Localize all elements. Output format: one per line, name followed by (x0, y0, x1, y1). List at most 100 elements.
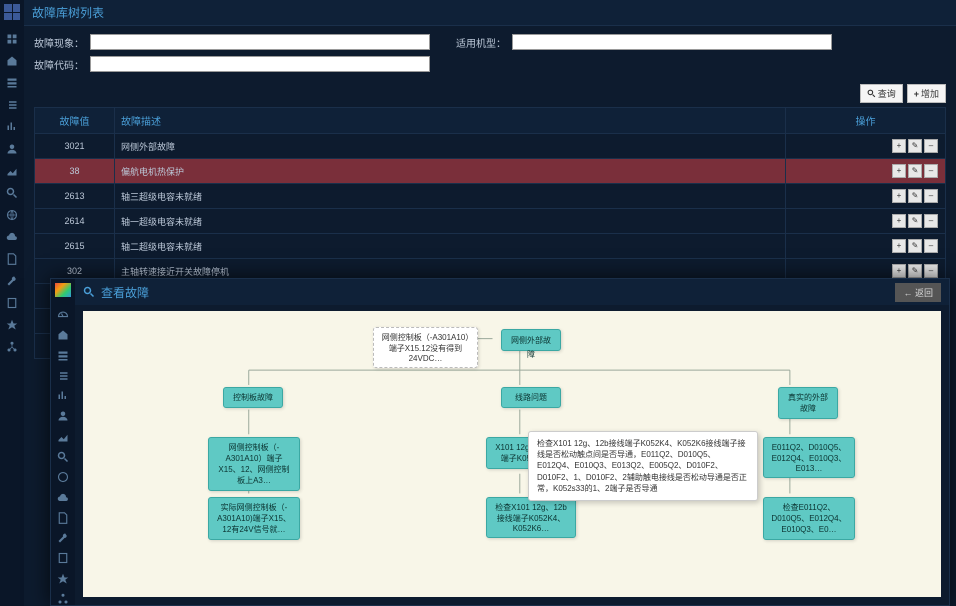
cell-code: 2614 (35, 209, 115, 234)
nav-tool-icon[interactable] (5, 274, 19, 288)
table-row[interactable]: 38偏航电机热保护+✎– (35, 159, 946, 184)
nav-grid-icon[interactable] (5, 76, 19, 90)
ov-nav-tree-icon[interactable] (56, 593, 70, 605)
nav-globe-icon[interactable] (5, 208, 19, 222)
nav-person-icon[interactable] (5, 142, 19, 156)
node-ctrl-c1[interactable]: 网侧控制板（-A301A10）端子X15、12、网侧控制板上A3… (208, 437, 300, 491)
cell-code: 2615 (35, 234, 115, 259)
overlay-sidebar (51, 279, 75, 605)
th-desc: 故障描述 (115, 108, 786, 134)
filter-phenomenon-input[interactable] (90, 34, 430, 50)
nav-file-icon[interactable] (5, 296, 19, 310)
node-ctrl-c2[interactable]: 实际网侧控制板（-A301A10)端子X15、12有24V信号就… (208, 497, 300, 540)
nav-dashboard-icon[interactable] (5, 32, 19, 46)
table-row[interactable]: 2613轴三超级电容未就绪+✎– (35, 184, 946, 209)
cell-ops: +✎– (786, 209, 946, 234)
node-root-note[interactable]: 网侧控制板（-A301A10）端子X15.12没有得到24VDC… (373, 327, 478, 368)
main-sidebar (0, 0, 24, 606)
th-ops: 操作 (786, 108, 946, 134)
back-button[interactable]: ← 返回 (895, 283, 941, 302)
tree-canvas: 网侧控制板（-A301A10）端子X15.12没有得到24VDC… 网侧外部故障… (83, 311, 941, 597)
row-add-button[interactable]: + (892, 239, 906, 253)
ov-nav-list-icon[interactable] (56, 370, 70, 382)
filter-phenomenon-label: 故障现象： (34, 35, 84, 50)
ov-nav-person-icon[interactable] (56, 410, 70, 422)
row-edit-button[interactable]: ✎ (908, 189, 922, 203)
ov-nav-home-icon[interactable] (56, 329, 70, 341)
cell-code: 3021 (35, 134, 115, 159)
row-edit-button[interactable]: ✎ (908, 214, 922, 228)
row-delete-button[interactable]: – (924, 189, 938, 203)
node-ctrl[interactable]: 控制板故障 (223, 387, 283, 408)
row-add-button[interactable]: + (892, 139, 906, 153)
cell-desc: 偏航电机热保护 (115, 159, 786, 184)
ov-nav-search-icon[interactable] (56, 451, 70, 463)
ov-nav-bars-icon[interactable] (56, 390, 70, 402)
nav-bars-icon[interactable] (5, 120, 19, 134)
overlay-title: 查看故障 (101, 284, 149, 301)
cell-ops: +✎– (786, 159, 946, 184)
node-line[interactable]: 线路问题 (501, 387, 561, 408)
node-line-c2[interactable]: 检查X101 12g、12b接线端子K052K4、K052K6… (486, 497, 576, 538)
table-row[interactable]: 2615轴二超级电容未就绪+✎– (35, 234, 946, 259)
page-title: 故障库树列表 (24, 0, 956, 26)
ov-nav-doc-icon[interactable] (56, 512, 70, 524)
row-add-button[interactable]: + (892, 189, 906, 203)
node-ext[interactable]: 真实的外部故障 (778, 387, 838, 419)
overlay-logo-icon (55, 283, 71, 297)
node-tooltip: 检查X101 12g、12b接线端子K052K4、K052K6接线端子接线是否松… (528, 431, 758, 501)
th-code: 故障值 (35, 108, 115, 134)
row-add-button[interactable]: + (892, 214, 906, 228)
nav-cloud-icon[interactable] (5, 230, 19, 244)
node-root[interactable]: 网侧外部故障 (501, 329, 561, 351)
row-add-button[interactable]: + (892, 264, 906, 278)
nav-home-icon[interactable] (5, 54, 19, 68)
add-button[interactable]: +增加 (907, 84, 946, 103)
cell-desc: 轴三超级电容未就绪 (115, 184, 786, 209)
row-delete-button[interactable]: – (924, 264, 938, 278)
nav-doc-icon[interactable] (5, 252, 19, 266)
nav-search-icon[interactable] (5, 186, 19, 200)
ov-nav-tool-icon[interactable] (56, 532, 70, 544)
table-row[interactable]: 3021网侧外部故障+✎– (35, 134, 946, 159)
ov-nav-cloud-icon[interactable] (56, 491, 70, 503)
nav-chart-icon[interactable] (5, 164, 19, 178)
search-icon (83, 286, 95, 298)
cell-code: 38 (35, 159, 115, 184)
table-row[interactable]: 2614轴一超级电容未就绪+✎– (35, 209, 946, 234)
node-ext-c1[interactable]: E011Q2、D010Q5、E012Q4、E010Q3、E013… (763, 437, 855, 478)
ov-nav-globe-icon[interactable] (56, 471, 70, 483)
ov-nav-gauge-icon[interactable] (56, 309, 70, 321)
row-delete-button[interactable]: – (924, 214, 938, 228)
cell-ops: +✎– (786, 184, 946, 209)
node-ext-c2[interactable]: 检查E011Q2、D010Q5、E012Q4、E010Q3、E0… (763, 497, 855, 540)
nav-list-icon[interactable] (5, 98, 19, 112)
row-edit-button[interactable]: ✎ (908, 264, 922, 278)
row-delete-button[interactable]: – (924, 239, 938, 253)
row-delete-button[interactable]: – (924, 164, 938, 178)
cell-ops: +✎– (786, 234, 946, 259)
ov-nav-grid-icon[interactable] (56, 350, 70, 362)
search-button[interactable]: 查询 (860, 84, 903, 103)
ov-nav-star-icon[interactable] (56, 572, 70, 584)
row-add-button[interactable]: + (892, 164, 906, 178)
app-logo-icon (4, 4, 20, 20)
filter-code-label: 故障代码： (34, 57, 84, 72)
cell-desc: 轴二超级电容未就绪 (115, 234, 786, 259)
row-edit-button[interactable]: ✎ (908, 164, 922, 178)
filter-model-input[interactable] (512, 34, 832, 50)
row-edit-button[interactable]: ✎ (908, 239, 922, 253)
cell-ops: +✎– (786, 134, 946, 159)
ov-nav-chart-icon[interactable] (56, 431, 70, 443)
filter-code-input[interactable] (90, 56, 430, 72)
cell-desc: 网侧外部故障 (115, 134, 786, 159)
cell-code: 2613 (35, 184, 115, 209)
ov-nav-file-icon[interactable] (56, 552, 70, 564)
filter-model-label: 适用机型： (456, 35, 506, 50)
row-edit-button[interactable]: ✎ (908, 139, 922, 153)
detail-overlay: 查看故障 ← 返回 网侧控制板（-A301A10）端子X15.12没有得到24V… (50, 278, 950, 606)
filter-panel: 故障现象： 适用机型： 故障代码： (24, 26, 956, 80)
nav-tree-icon[interactable] (5, 340, 19, 354)
nav-star-icon[interactable] (5, 318, 19, 332)
row-delete-button[interactable]: – (924, 139, 938, 153)
